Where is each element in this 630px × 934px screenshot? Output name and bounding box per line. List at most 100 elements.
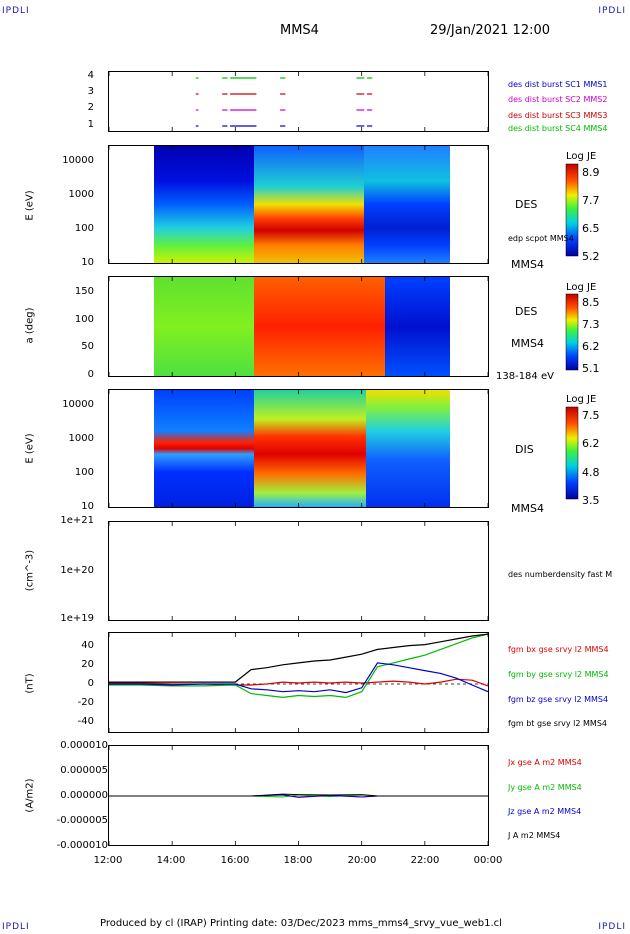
des-pitch-block-3 xyxy=(385,277,450,376)
xtick-1800: 18:00 xyxy=(283,855,313,866)
des-energy-block-2 xyxy=(254,146,364,263)
corner-label-top-right: IPDLI xyxy=(598,6,626,16)
des-pitch-mms-label: MMS4 xyxy=(511,337,544,350)
fgm-series-line xyxy=(109,633,489,699)
fgm-series-line xyxy=(109,633,489,683)
density-ytick-1e21: 1e+21 xyxy=(60,515,94,526)
fgm-ylabel: (nT) xyxy=(24,673,36,694)
fgm-ytick-0: 0 xyxy=(87,678,94,689)
des-pitch-cbar-max: 8.5 xyxy=(582,296,600,309)
xtick-1600: 16:00 xyxy=(220,855,250,866)
burst-legend-mms4: des dist burst SC4 MMS4 xyxy=(508,124,608,133)
dis-energy-below-label: MMS4 xyxy=(511,502,544,515)
density-panel xyxy=(108,521,489,621)
des-energy-colorbar xyxy=(565,163,579,257)
corner-label-top-left: IPDLI xyxy=(2,6,30,16)
dis-energy-cbar-min: 3.5 xyxy=(582,494,600,507)
burst-legend-mms2: des dist burst SC2 MMS2 xyxy=(508,95,608,104)
current-series-line xyxy=(109,793,488,797)
des-pitch-ytick-0: 0 xyxy=(87,369,94,380)
des-pitch-ytick-100: 100 xyxy=(74,314,94,325)
des-pitch-cbar-title: Log JE xyxy=(566,282,597,293)
des-energy-cbar-title: Log JE xyxy=(566,151,597,162)
page-title: MMS4 xyxy=(280,23,319,38)
des-energy-cbar-max: 8.9 xyxy=(582,166,600,179)
density-ylabel: (cm^-3) xyxy=(24,549,36,592)
current-ytick-0: 0.000000 xyxy=(60,790,108,801)
des-energy-ytick-1000: 1000 xyxy=(68,189,94,200)
current-ytick-p10: 0.000010 xyxy=(60,740,108,751)
des-pitch-block-2 xyxy=(254,277,385,376)
des-energy-block-3 xyxy=(364,146,450,263)
density-legend: des numberdensity fast M xyxy=(508,570,613,579)
dis-energy-ytick-1000: 1000 xyxy=(68,433,94,444)
des-pitch-cbar-t2: 7.3 xyxy=(582,318,600,331)
dis-energy-ytick-10: 10 xyxy=(81,501,94,512)
burst-ytick-2: 2 xyxy=(87,102,94,113)
dis-energy-block-3 xyxy=(366,390,450,507)
dis-energy-block-2 xyxy=(254,390,366,507)
footer-text: Produced by cl (IRAP) Printing date: 03/… xyxy=(100,918,502,929)
des-energy-side-label: DES xyxy=(515,198,538,211)
xtick-1400: 14:00 xyxy=(156,855,186,866)
fgm-legend-bz: fgm bz gse srvy l2 MMS4 xyxy=(508,695,609,704)
current-legend-jx: Jx gse A m2 MMS4 xyxy=(508,758,582,767)
des-energy-ytick-10: 10 xyxy=(81,257,94,268)
des-energy-ytick-10000: 10000 xyxy=(62,155,94,166)
fgm-ytick-minus40: -40 xyxy=(77,716,94,727)
des-pitch-cbar-t3: 6.2 xyxy=(582,340,600,353)
current-ytick-p5: 0.000005 xyxy=(60,765,108,776)
des-energy-below-label: MMS4 xyxy=(511,258,544,271)
des-pitch-block-1 xyxy=(154,277,254,376)
burst-ytick-3: 3 xyxy=(87,86,94,97)
des-pitch-side-label: DES xyxy=(515,305,538,318)
density-ytick-1e20: 1e+20 xyxy=(60,565,94,576)
xtick-2000: 20:00 xyxy=(347,855,377,866)
des-energy-cbar-t2: 7.7 xyxy=(582,194,600,207)
current-ytick-m10: -0.000010 xyxy=(56,840,108,851)
fgm-ytick-20: 20 xyxy=(81,659,94,670)
fgm-legend-bx: fgm bx gse srvy l2 MMS4 xyxy=(508,645,609,654)
des-energy-ytick-100: 100 xyxy=(74,223,94,234)
dis-energy-ylabel: E (eV) xyxy=(24,433,36,464)
dis-energy-cbar-max: 7.5 xyxy=(582,409,600,422)
burst-ytick-4: 4 xyxy=(87,70,94,81)
dis-energy-ytick-10000: 10000 xyxy=(62,399,94,410)
dis-energy-colorbar xyxy=(565,406,579,500)
des-pitch-ytick-50: 50 xyxy=(81,341,94,352)
des-energy-cbar-t3: 6.5 xyxy=(582,222,600,235)
current-ylabel: (A/m2) xyxy=(24,778,36,813)
fgm-legend-by: fgm by gse srvy l2 MMS4 xyxy=(508,670,609,679)
xtick-2200: 22:00 xyxy=(410,855,440,866)
dis-energy-block-1 xyxy=(154,390,254,507)
dis-energy-side-label: DIS xyxy=(515,443,534,456)
des-energy-ylabel: E (eV) xyxy=(24,190,36,221)
des-pitch-colorbar xyxy=(565,293,579,371)
burst-panel xyxy=(108,71,489,132)
fgm-series-line xyxy=(109,662,489,694)
des-pitch-energy-range: 138-184 eV xyxy=(496,371,554,382)
current-ytick-m5: -0.000005 xyxy=(56,815,108,826)
current-legend-jz: Jz gse A m2 MMS4 xyxy=(508,807,582,816)
density-ytick-1e19: 1e+19 xyxy=(60,613,94,624)
burst-legend-mms3: des dist burst SC3 MMS3 xyxy=(508,111,608,120)
dis-energy-ytick-100: 100 xyxy=(74,467,94,478)
des-energy-scpot-label: edp scpot MMS4 xyxy=(508,234,574,243)
des-energy-block-1 xyxy=(154,146,254,263)
dis-energy-cbar-title: Log JE xyxy=(566,394,597,405)
page-date: 29/Jan/2021 12:00 xyxy=(430,23,551,38)
corner-label-bottom-right: IPDLI xyxy=(598,922,626,932)
fgm-ytick-40: 40 xyxy=(81,640,94,651)
des-energy-cbar-min: 5.2 xyxy=(582,250,600,263)
current-legend-j: J A m2 MMS4 xyxy=(508,831,561,840)
xtick-0000: 00:00 xyxy=(473,855,503,866)
burst-ytick-1: 1 xyxy=(87,119,94,130)
fgm-ytick-minus20: -20 xyxy=(77,697,94,708)
fgm-legend-bt: fgm bt gse srvy l2 MMS4 xyxy=(508,719,607,728)
burst-legend-mms1: des dist burst SC1 MMS1 xyxy=(508,80,608,89)
des-pitch-ytick-150: 150 xyxy=(74,286,94,297)
des-pitch-cbar-min: 5.1 xyxy=(582,362,600,375)
xtick-1200: 12:00 xyxy=(93,855,123,866)
current-legend-jy: Jy gse A m2 MMS4 xyxy=(508,783,582,792)
